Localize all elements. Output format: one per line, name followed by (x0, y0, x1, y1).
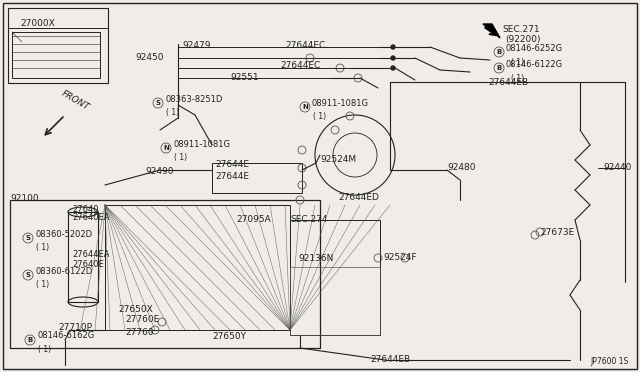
Text: N: N (163, 145, 169, 151)
Text: ( 1): ( 1) (36, 280, 49, 289)
Text: 27644EB: 27644EB (488, 78, 528, 87)
Text: 27644E: 27644E (215, 172, 249, 181)
Text: 08146-6162G: 08146-6162G (37, 331, 94, 340)
Text: 92100: 92100 (10, 194, 38, 203)
Bar (290, 220, 380, 335)
Text: 92480: 92480 (447, 163, 476, 172)
Text: SEC.274: SEC.274 (290, 215, 328, 224)
Text: B: B (497, 49, 502, 55)
Text: FRONT: FRONT (60, 89, 91, 112)
Text: 08360-5202D: 08360-5202D (35, 230, 92, 238)
Text: S: S (26, 272, 31, 278)
Bar (10, 200, 320, 348)
Circle shape (391, 45, 395, 49)
Text: 27644E: 27644E (215, 160, 249, 169)
Text: ( 1): ( 1) (38, 345, 51, 354)
Text: 08911-1081G: 08911-1081G (312, 99, 369, 108)
Text: 27644EC: 27644EC (280, 61, 320, 70)
Bar (105, 205, 290, 330)
Bar (212, 163, 302, 193)
Text: ( 1): ( 1) (174, 153, 187, 162)
Text: 92450: 92450 (135, 53, 163, 62)
Text: 27644EA: 27644EA (72, 250, 109, 259)
Text: ( 1): ( 1) (313, 112, 326, 121)
Text: 92551: 92551 (230, 73, 259, 82)
Bar (12, 32, 100, 78)
Text: 27640EA: 27640EA (72, 213, 109, 222)
Text: 08911-1081G: 08911-1081G (173, 140, 230, 148)
Text: 27640E: 27640E (72, 260, 104, 269)
Text: 27640: 27640 (72, 205, 99, 214)
Text: 92524M: 92524M (320, 155, 356, 164)
Text: ( 1): ( 1) (511, 74, 524, 83)
Text: 27650X: 27650X (118, 305, 153, 314)
Circle shape (391, 56, 395, 60)
Text: 27760: 27760 (125, 328, 154, 337)
Text: N: N (302, 104, 308, 110)
Text: ( 1): ( 1) (36, 243, 49, 252)
Text: 27710P: 27710P (58, 323, 92, 332)
Text: 27650Y: 27650Y (212, 332, 246, 341)
Text: ( 1): ( 1) (166, 108, 179, 117)
Bar (8, 8, 108, 83)
Text: 08146-6122G: 08146-6122G (506, 60, 563, 68)
Text: 27000X: 27000X (20, 19, 55, 28)
Text: 27673E: 27673E (540, 228, 574, 237)
Text: 08146-6252G: 08146-6252G (506, 44, 563, 52)
Text: JP7600 1S: JP7600 1S (590, 357, 628, 366)
Text: 92524F: 92524F (383, 253, 417, 262)
Text: (92200): (92200) (505, 35, 541, 44)
Bar (68, 212, 98, 302)
Text: 92440: 92440 (603, 163, 632, 172)
Text: SEC.271: SEC.271 (502, 25, 540, 34)
Text: 27095A: 27095A (236, 215, 271, 224)
Text: B: B (28, 337, 33, 343)
Text: 08363-8251D: 08363-8251D (165, 94, 222, 103)
Text: 27760E: 27760E (125, 315, 159, 324)
Text: 27644ED: 27644ED (338, 193, 379, 202)
Text: S: S (26, 235, 31, 241)
Bar (290, 267, 380, 335)
Text: 92479: 92479 (182, 41, 211, 50)
Text: ( 1): ( 1) (511, 58, 524, 67)
Text: S: S (156, 100, 161, 106)
Text: 92136N: 92136N (298, 254, 333, 263)
Polygon shape (483, 24, 500, 38)
Text: 92490: 92490 (145, 167, 173, 176)
Text: 08360-6122D: 08360-6122D (35, 266, 92, 276)
Text: 27644EC: 27644EC (285, 41, 325, 50)
Circle shape (391, 66, 395, 70)
Text: 27644EB: 27644EB (370, 355, 410, 364)
Text: B: B (497, 65, 502, 71)
